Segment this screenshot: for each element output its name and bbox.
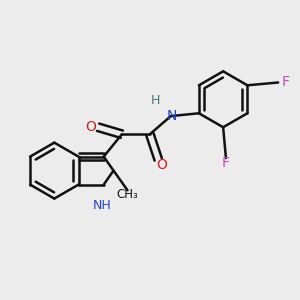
Text: N: N [167, 109, 178, 123]
Text: O: O [156, 158, 167, 172]
Text: F: F [222, 156, 230, 170]
Text: NH: NH [93, 199, 112, 212]
Text: F: F [281, 76, 290, 89]
Text: O: O [85, 120, 96, 134]
Text: CH₃: CH₃ [117, 188, 138, 201]
Text: H: H [151, 94, 160, 107]
